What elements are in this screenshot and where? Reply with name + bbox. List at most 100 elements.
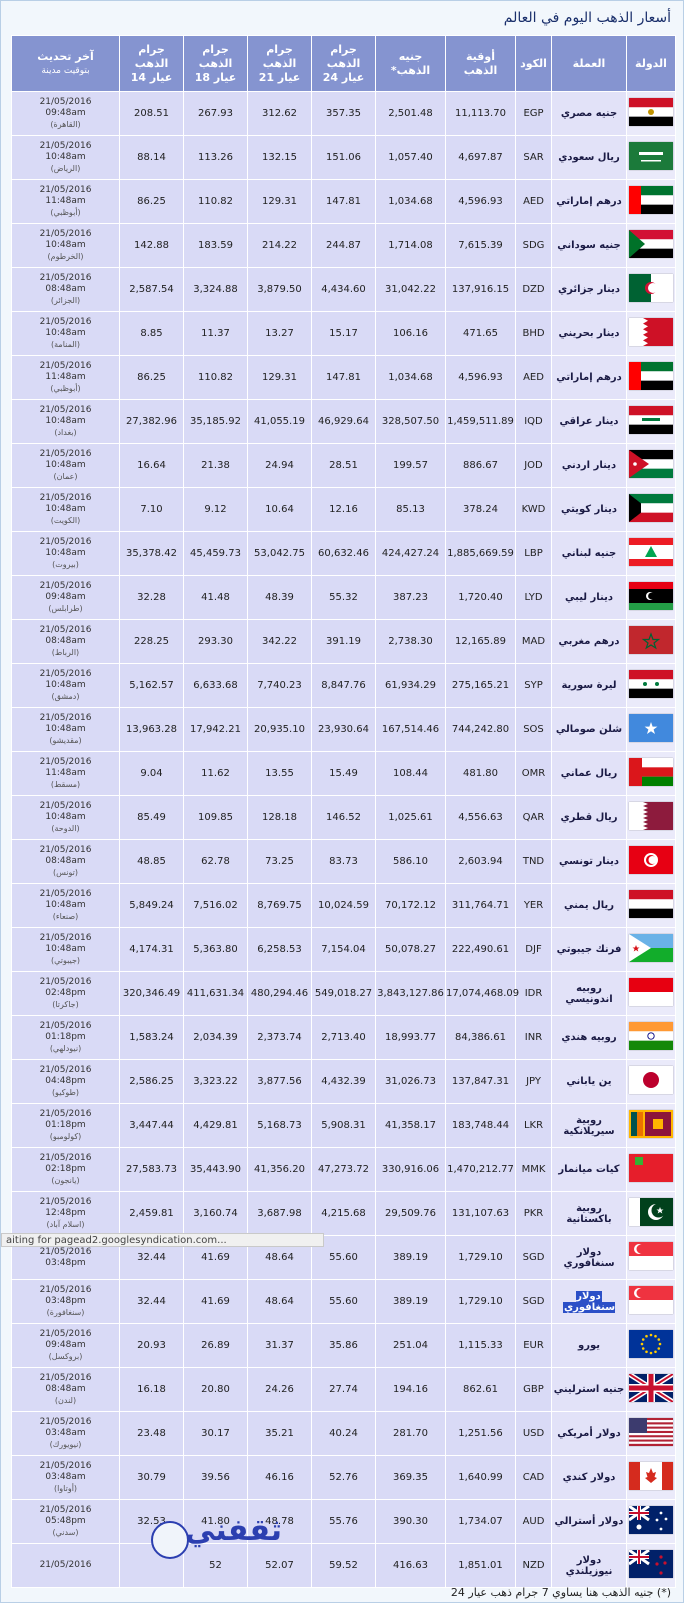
updated-cell: 21/05/2016 11:48am (أبوظبي) (11, 179, 120, 224)
updated-date: 21/05/2016 (39, 801, 92, 811)
currency-cell: دينار عراقي (551, 399, 627, 444)
currency-cell: دولار سنغافوري (551, 1279, 627, 1324)
pound-cell: 369.35 (375, 1455, 446, 1500)
code-cell: LBP (515, 531, 552, 576)
updated-time: 11:48am (45, 768, 86, 778)
currency-name: ريال سعودي (558, 152, 620, 163)
g14-cell: 86.25 (119, 355, 184, 400)
updated-city: (اسلام آباد) (46, 1220, 85, 1229)
currency-name: دينار كويتي (560, 504, 617, 515)
g18-cell: 113.26 (183, 135, 248, 180)
ounce-cell: 886.67 (445, 443, 516, 488)
g18-cell: 3,160.74 (183, 1191, 248, 1236)
updated-city: (جيبوتي) (50, 956, 81, 965)
logo-text: ثقفني (185, 1513, 283, 1548)
currency-cell: دولار نيوزيلندي (551, 1543, 627, 1588)
updated-date: 21/05/2016 (39, 1246, 92, 1257)
updated-cell: 21/05/2016 03:48am (نيويورك) (11, 1411, 120, 1456)
updated-time: 09:48am (45, 1340, 86, 1350)
g24-cell: 28.51 (311, 443, 376, 488)
currency-name: جنيه لبناني (561, 548, 617, 559)
currency-cell: دولار سنغافوري (551, 1235, 627, 1280)
table-row: دينار جزائري DZD 137,916.15 31,042.22 4,434.… (11, 267, 676, 312)
header-updated-line1: آخر تحديث (37, 49, 94, 63)
table-row: روبيه اندونيسي IDR 17,074,468.09 3,843,127.… (11, 971, 676, 1016)
updated-cell: 21/05/2016 08:48am (الرباط) (11, 619, 120, 664)
g18-cell: 267.93 (183, 91, 248, 136)
g18-cell: 11.37 (183, 311, 248, 356)
sg-flag-icon (629, 1286, 673, 1314)
table-row: روبيه هندي INR 84,386.61 18,993.77 2,713.40 2… (11, 1015, 676, 1060)
ounce-cell: 862.61 (445, 1367, 516, 1412)
currency-name: دولار سنغافوري (562, 1290, 616, 1313)
g21-cell: 41,356.20 (247, 1147, 312, 1192)
g21-cell: 10.64 (247, 487, 312, 532)
pound-cell: 85.13 (375, 487, 446, 532)
flag-cell (626, 1279, 676, 1324)
code-cell: SGD (515, 1235, 552, 1280)
ounce-cell: 4,596.93 (445, 179, 516, 224)
g18-cell: 7,516.02 (183, 883, 248, 928)
code-cell: SDG (515, 223, 552, 268)
currency-cell: درهم إماراتي (551, 179, 627, 224)
g21-cell: 3,877.56 (247, 1059, 312, 1104)
code-cell: DJF (515, 927, 552, 972)
g24-cell: 35.86 (311, 1323, 376, 1368)
updated-city: (مقديشو) (49, 736, 82, 745)
flag-cell (626, 1323, 676, 1368)
code-cell: MMK (515, 1147, 552, 1192)
updated-city: (الدوحة) (51, 824, 80, 833)
currency-name: جنيه مصري (560, 108, 618, 119)
header-ounce: أوقية الذهب (445, 35, 516, 92)
g24-cell: 15.49 (311, 751, 376, 796)
currency-name: دينار جزائري (558, 284, 620, 295)
updated-city: (بيروت) (52, 560, 79, 569)
g14-cell: 27,583.73 (119, 1147, 184, 1192)
ounce-cell: 311,764.71 (445, 883, 516, 928)
currency-cell: جنيه سوداني (551, 223, 627, 268)
updated-city: (الجزائر) (50, 296, 81, 305)
updated-date: 21/05/2016 (39, 229, 92, 239)
currency-name: ريال يمني (563, 900, 615, 911)
pound-cell: 1,714.08 (375, 223, 446, 268)
code-cell: SGD (515, 1279, 552, 1324)
g18-cell: 52 (183, 1543, 248, 1588)
code-cell: PKR (515, 1191, 552, 1236)
table-row: جنيه سوداني SDG 7,615.39 1,714.08 244.87 214.… (11, 223, 676, 268)
ounce-cell: 131,107.63 (445, 1191, 516, 1236)
lb-flag-icon (629, 538, 673, 566)
g14-cell: 8.85 (119, 311, 184, 356)
table-row: روبية سيريلانكية LKR 183,748.44 41,358.17 5,… (11, 1103, 676, 1148)
updated-cell: 21/05/2016 03:48pm (سنغافورة) (11, 1279, 120, 1324)
flag-cell (626, 1543, 676, 1588)
flag-cell (626, 1059, 676, 1104)
updated-cell: 21/05/2016 11:48am (مسقط) (11, 751, 120, 796)
currency-cell: دينار ليبي (551, 575, 627, 620)
updated-cell: 21/05/2016 10:48am (الخرطوم) (11, 223, 120, 268)
updated-date: 21/05/2016 (39, 405, 92, 415)
ounce-cell: 275,165.21 (445, 663, 516, 708)
currency-name: ين ياباني (566, 1076, 612, 1087)
g14-cell: 30.79 (119, 1455, 184, 1500)
ounce-cell: 1,729.10 (445, 1235, 516, 1280)
g14-cell: 85.49 (119, 795, 184, 840)
table-row: دينار ليبي LYD 1,720.40 387.23 55.32 48.39 41.… (11, 575, 676, 620)
pound-cell: 586.10 (375, 839, 446, 884)
ounce-cell: 1,851.01 (445, 1543, 516, 1588)
updated-time: 09:48am (45, 108, 86, 118)
g24-cell: 146.52 (311, 795, 376, 840)
code-cell: IQD (515, 399, 552, 444)
pound-cell: 416.63 (375, 1543, 446, 1588)
pound-cell: 31,026.73 (375, 1059, 446, 1104)
g24-cell: 55.32 (311, 575, 376, 620)
flag-cell (626, 443, 676, 488)
header-g14: جرام الذهب عيار 14 (119, 35, 184, 92)
pound-cell: 29,509.76 (375, 1191, 446, 1236)
flag-cell (626, 91, 676, 136)
code-cell: AUD (515, 1499, 552, 1544)
header-g18: جرام الذهب عيار 18 (183, 35, 248, 92)
dz-flag-icon (629, 274, 673, 302)
g24-cell: 59.52 (311, 1543, 376, 1588)
tn-flag-icon (629, 846, 673, 874)
g24-cell: 151.06 (311, 135, 376, 180)
